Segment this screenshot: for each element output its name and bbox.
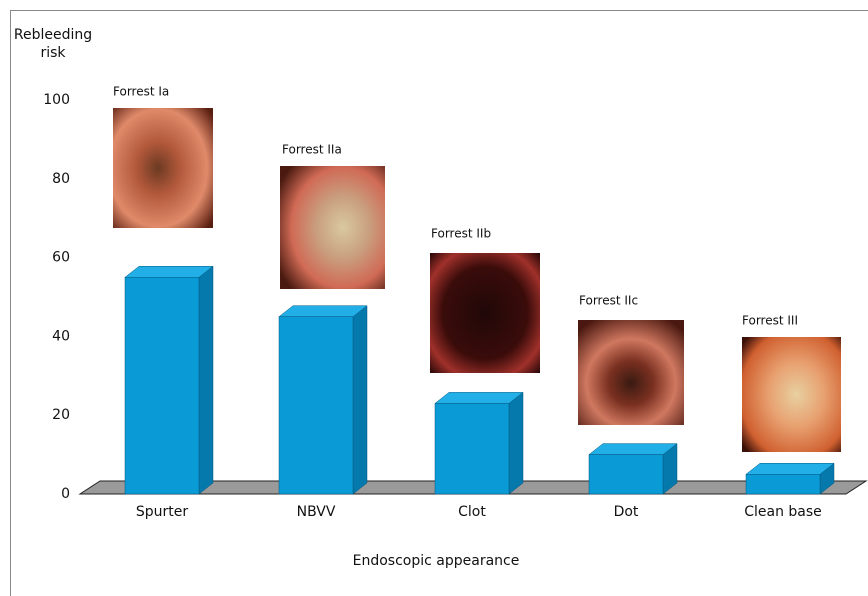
endoscopy-image — [430, 253, 540, 373]
x-tick-label: Dot — [614, 504, 639, 520]
endoscopy-image — [742, 337, 841, 452]
bar-top — [745, 463, 835, 475]
bar-top — [434, 392, 524, 404]
bar-top — [588, 443, 678, 455]
x-tick-label: NBVV — [297, 504, 336, 520]
image-label: Forrest Ia — [113, 85, 169, 99]
endoscopy-image — [578, 320, 684, 425]
bar-side — [352, 305, 368, 495]
endoscopy-image — [280, 166, 385, 289]
x-tick-label: Clot — [458, 504, 486, 520]
bar — [588, 454, 664, 495]
y-tick-label: 80 — [52, 171, 70, 187]
bar — [278, 316, 354, 495]
bar — [745, 474, 821, 495]
x-axis-label: Endoscopic appearance — [353, 553, 520, 569]
frame — [10, 10, 868, 596]
bar — [124, 277, 200, 495]
image-label: Forrest III — [742, 314, 798, 328]
bar — [434, 403, 510, 495]
y-tick-label: 60 — [52, 250, 70, 266]
bar-side — [198, 265, 214, 495]
thumbnails — [113, 108, 841, 452]
y-tick-label: 0 — [61, 486, 70, 502]
y-tick-label: 20 — [52, 407, 70, 423]
image-label: Forrest IIa — [282, 143, 342, 157]
bar-side — [508, 391, 524, 495]
y-tick-label: 40 — [52, 328, 70, 344]
bar-top — [278, 305, 368, 317]
x-tick-label: Spurter — [136, 504, 189, 520]
endoscopy-image — [113, 108, 213, 228]
image-label: Forrest IIb — [431, 227, 491, 241]
bar-top — [124, 266, 214, 278]
image-label: Forrest IIc — [579, 294, 638, 308]
y-tick-label: 100 — [43, 92, 70, 108]
x-tick-label: Clean base — [744, 504, 822, 520]
y-axis-label: Rebleeding risk — [13, 27, 93, 61]
